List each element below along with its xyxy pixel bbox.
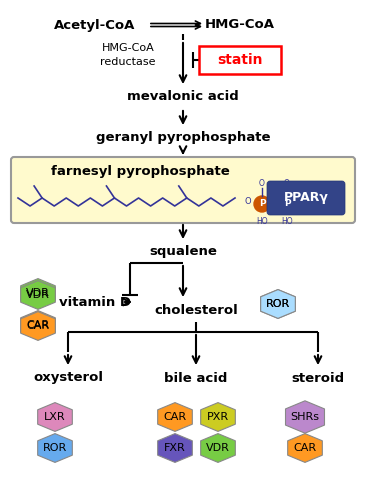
Polygon shape [21,310,55,340]
Text: P: P [284,200,290,208]
Polygon shape [158,402,192,432]
Text: Acetyl-CoA: Acetyl-CoA [54,18,136,32]
Polygon shape [285,401,325,433]
Text: HMG-CoA
reductase: HMG-CoA reductase [100,44,156,66]
FancyBboxPatch shape [267,181,345,215]
Polygon shape [288,434,322,462]
Polygon shape [201,402,235,432]
Text: ROR: ROR [266,299,290,309]
Text: ROR: ROR [266,299,290,309]
Text: statin: statin [217,53,263,67]
Polygon shape [158,434,192,462]
Text: O: O [284,180,290,188]
Text: P: P [259,200,265,208]
FancyBboxPatch shape [11,157,355,223]
Text: OH: OH [301,198,313,206]
Text: HO: HO [281,218,293,226]
Polygon shape [21,280,55,310]
Text: HO: HO [256,218,268,226]
Polygon shape [261,290,295,318]
Polygon shape [261,290,295,318]
Text: HMG-CoA: HMG-CoA [205,18,275,32]
Text: squalene: squalene [149,246,217,258]
Text: CAR: CAR [26,321,49,331]
Polygon shape [21,278,55,308]
Text: oxysterol: oxysterol [33,372,103,384]
Polygon shape [38,402,72,432]
Polygon shape [38,434,72,462]
Text: CAR: CAR [294,443,317,453]
Text: PPARγ: PPARγ [284,192,328,204]
Text: mevalonic acid: mevalonic acid [127,90,239,104]
Text: farnesyl pyrophosphate: farnesyl pyrophosphate [51,166,229,178]
Text: VDR: VDR [206,443,230,453]
Text: FXR: FXR [164,443,186,453]
Text: VDR: VDR [26,288,50,298]
Text: CAR: CAR [164,412,187,422]
Text: SHRs: SHRs [291,412,320,422]
Text: geranyl pyrophosphate: geranyl pyrophosphate [96,130,270,143]
Text: cholesterol: cholesterol [154,304,238,316]
Text: bile acid: bile acid [164,372,228,384]
Polygon shape [201,434,235,462]
Text: LXR: LXR [44,412,66,422]
Text: O: O [245,198,251,206]
Text: CAR: CAR [26,320,49,330]
Text: steroid: steroid [291,372,344,384]
Text: O: O [271,198,277,206]
Text: PXR: PXR [207,412,229,422]
Text: VDR: VDR [26,290,50,300]
Text: ROR: ROR [43,443,67,453]
FancyBboxPatch shape [199,46,281,74]
Text: vitamin D: vitamin D [59,296,131,310]
Polygon shape [21,312,55,340]
Text: O: O [259,180,265,188]
Circle shape [254,196,270,212]
Circle shape [279,196,295,212]
